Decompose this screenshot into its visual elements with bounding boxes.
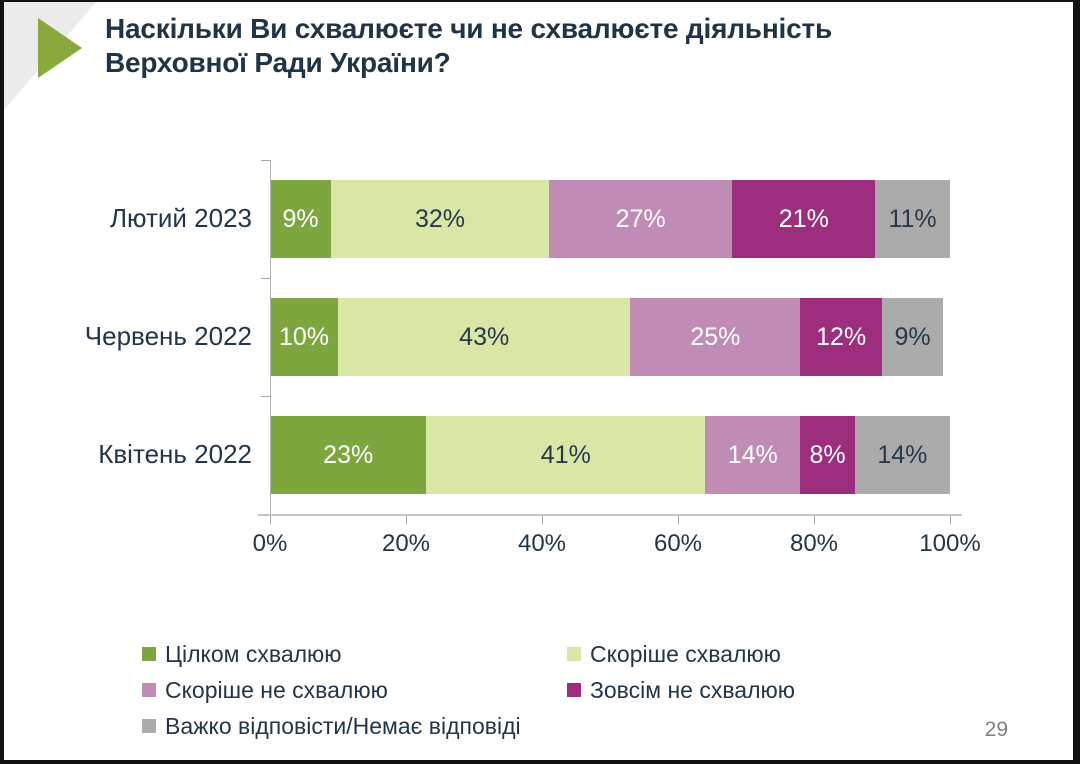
legend-label: Скоріше не схвалюю xyxy=(165,676,388,703)
bar-segment: 27% xyxy=(548,180,733,258)
x-axis-tick-label: 0% xyxy=(252,530,288,557)
x-axis-tick-label: 40% xyxy=(517,530,567,557)
category-label: Квітень 2022 xyxy=(98,439,252,469)
page-title: Наскільки Ви схвалюєте чи не схвалюєте д… xyxy=(105,12,1005,80)
bar-segment: 11% xyxy=(875,180,950,258)
legend-swatch xyxy=(142,719,156,733)
y-axis-tick xyxy=(261,278,270,279)
slide-border-left xyxy=(0,0,4,764)
legend-swatch xyxy=(567,647,581,661)
x-axis-tick xyxy=(814,516,815,524)
legend-item: Важко відповісти/Немає відповіді xyxy=(142,713,567,740)
y-axis-tick xyxy=(261,396,270,397)
legend-swatch xyxy=(142,683,156,697)
bar-segment: 14% xyxy=(705,416,801,494)
x-axis-tick-label: 80% xyxy=(789,530,839,557)
legend-label: Важко відповісти/Немає відповіді xyxy=(165,712,521,739)
bar-segment-value: 32% xyxy=(414,204,465,233)
bar-segment: 25% xyxy=(630,298,801,376)
legend-label: Зовсім не схвалюю xyxy=(590,676,796,703)
legend-label: Цілком схвалюю xyxy=(165,640,342,667)
legend-item: Скоріше схвалюю xyxy=(567,641,795,668)
bar-segment-value: 41% xyxy=(540,440,591,469)
x-axis-tick xyxy=(542,516,543,524)
bar-segment: 10% xyxy=(270,298,338,376)
x-axis-line xyxy=(258,514,962,516)
bar-segment-value: 23% xyxy=(323,440,374,469)
y-axis-tick xyxy=(261,160,270,161)
page-title-line2: Верховної Ради України? xyxy=(105,47,451,78)
bar-segment: 23% xyxy=(270,416,427,494)
legend-item: Зовсім не схвалюю xyxy=(567,677,795,704)
bar-segment-value: 21% xyxy=(778,204,829,233)
bar-segment: 14% xyxy=(854,416,950,494)
bar-segment-value: 14% xyxy=(727,440,778,469)
x-axis-tick xyxy=(406,516,407,524)
bar-segment: 21% xyxy=(732,180,876,258)
page-title-line1: Наскільки Ви схвалюєте чи не схвалюєте д… xyxy=(105,13,833,44)
bar-segment-value: 9% xyxy=(282,204,319,233)
legend-label: Скоріше схвалюю xyxy=(590,640,781,667)
x-axis-tick xyxy=(270,516,271,524)
legend-swatch xyxy=(142,647,156,661)
legend-item: Скоріше не схвалюю xyxy=(142,677,567,704)
bar-segment-value: 11% xyxy=(888,204,937,233)
category-label: Лютий 2023 xyxy=(109,203,252,233)
bar-segment-value: 8% xyxy=(809,440,846,469)
bar-segment: 9% xyxy=(882,298,944,376)
slide-border-right xyxy=(1073,0,1080,764)
y-axis-line xyxy=(270,160,271,514)
legend-swatch xyxy=(567,683,581,697)
legend-item: Цілком схвалюю xyxy=(142,641,567,668)
bar-segment: 41% xyxy=(426,416,706,494)
bar-row: 9% 32% 27% 21% 11% xyxy=(270,180,950,258)
bar-row: 23% 41% 14% 8% 14% xyxy=(270,416,950,494)
bar-segment: 32% xyxy=(331,180,549,258)
slide-border-bottom xyxy=(0,760,1080,764)
bar-segment: 8% xyxy=(800,416,855,494)
bar-segment: 43% xyxy=(338,298,631,376)
page-number: 29 xyxy=(984,718,1008,741)
category-label: Червень 2022 xyxy=(84,321,252,351)
bar-segment-value: 25% xyxy=(690,322,741,351)
bar-segment-value: 27% xyxy=(615,204,666,233)
bar-segment-value: 14% xyxy=(877,440,928,469)
slide-border-top xyxy=(0,0,1080,2)
bar-segment-value: 12% xyxy=(816,322,867,351)
bar-segment: 9% xyxy=(270,180,332,258)
bar-segment-value: 43% xyxy=(459,322,510,351)
x-axis-tick-label: 20% xyxy=(381,530,431,557)
x-axis-tick-label: 100% xyxy=(919,530,981,557)
chart-legend: Цілком схвалюю Скоріше схвалюю Скоріше не … xyxy=(142,636,795,744)
bar-segment-value: 10% xyxy=(278,322,330,351)
x-axis-tick xyxy=(950,516,951,524)
bar-row: 10% 43% 25% 12% 9% xyxy=(270,298,950,376)
bar-segment-value: 9% xyxy=(894,322,931,351)
x-axis-tick xyxy=(678,516,679,524)
bar-segment: 12% xyxy=(800,298,882,376)
x-axis-tick-label: 60% xyxy=(653,530,703,557)
